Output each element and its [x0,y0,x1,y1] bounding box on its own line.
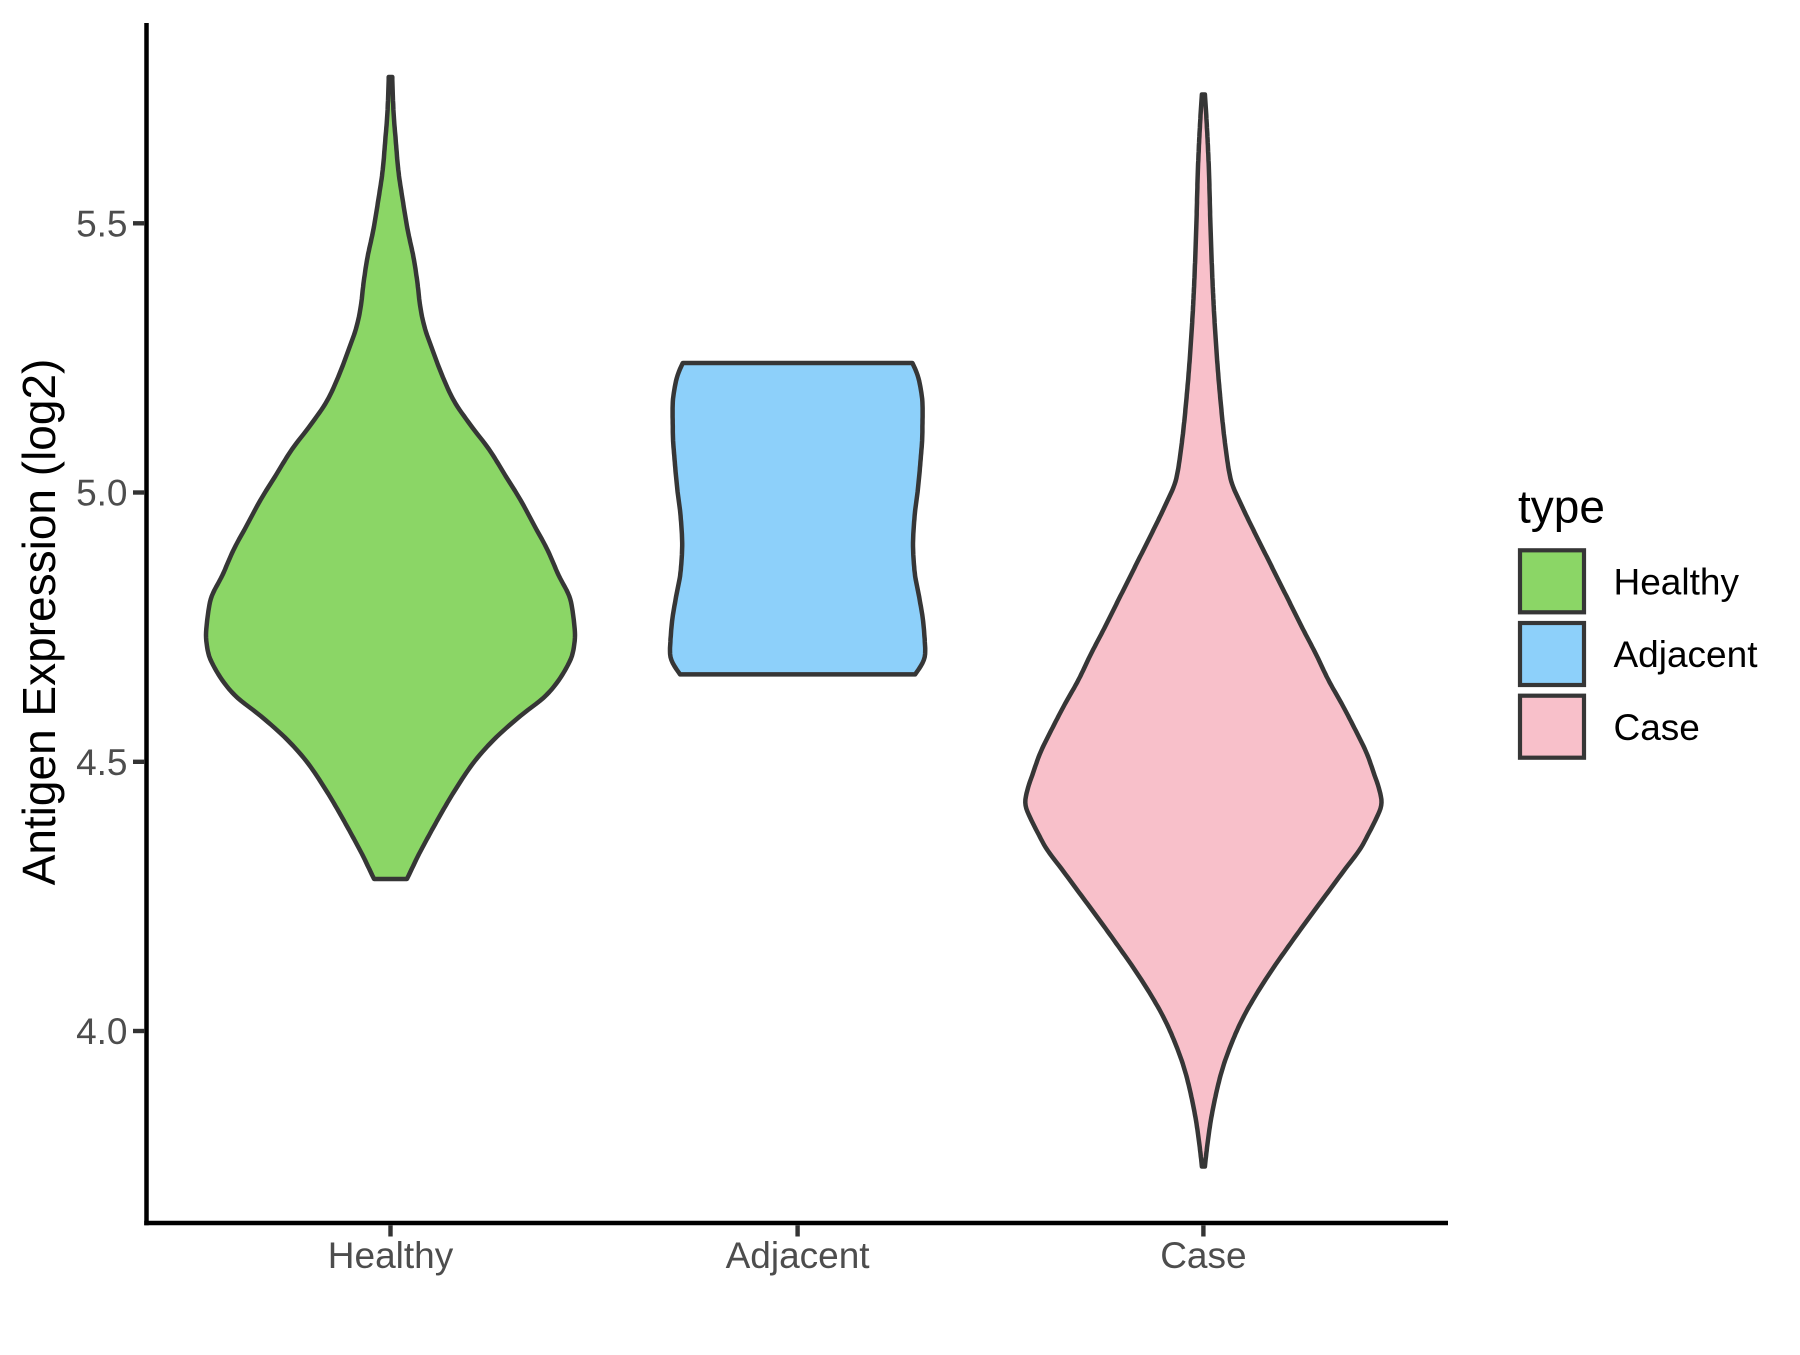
svg-text:type: type [1518,481,1605,533]
svg-text:Adjacent: Adjacent [1614,634,1759,675]
svg-text:Healthy: Healthy [328,1235,454,1276]
svg-text:4.0: 4.0 [76,1011,127,1052]
svg-text:Healthy: Healthy [1614,562,1740,603]
svg-text:5.5: 5.5 [76,204,127,245]
svg-text:4.5: 4.5 [76,742,127,783]
svg-text:Antigen Expression (log2): Antigen Expression (log2) [13,359,65,886]
svg-text:5.0: 5.0 [76,473,127,514]
svg-text:Adjacent: Adjacent [726,1235,871,1276]
svg-text:Case: Case [1614,707,1700,748]
svg-text:Case: Case [1160,1235,1246,1276]
